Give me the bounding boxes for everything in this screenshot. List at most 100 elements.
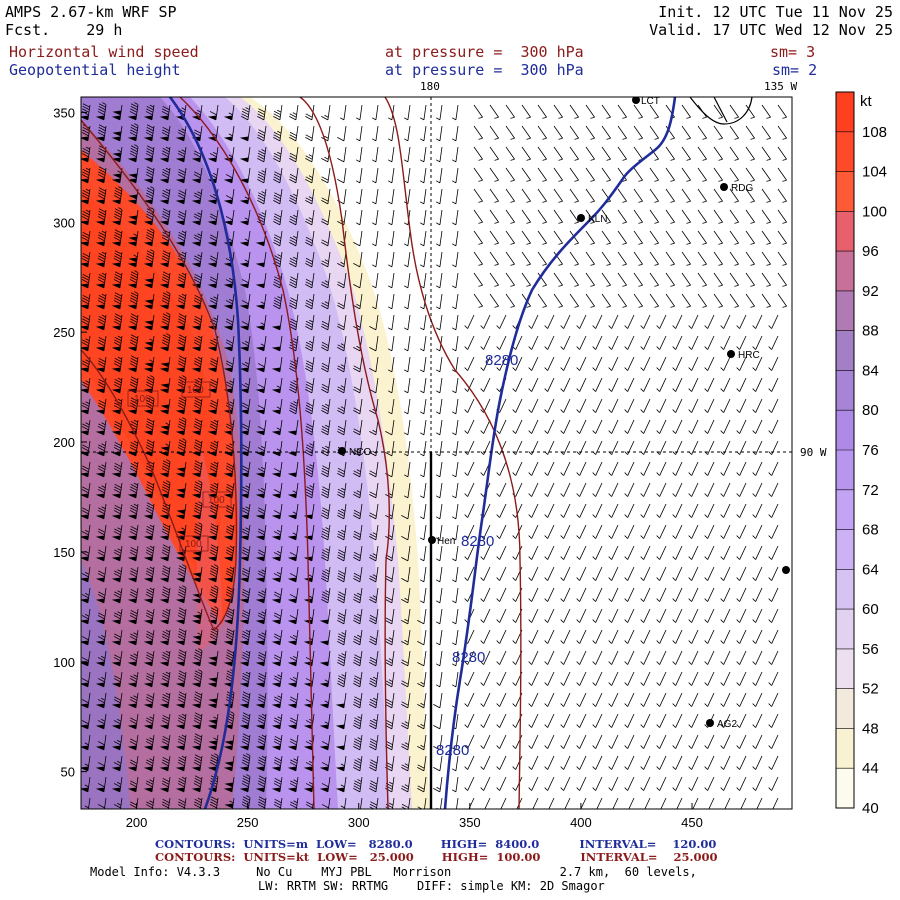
wind-barb [223, 797, 235, 809]
wind-barb [697, 209, 707, 224]
wind-barb [544, 461, 555, 476]
wind-barb [435, 125, 443, 142]
wind-barb [143, 439, 155, 457]
wind-barb [175, 438, 187, 457]
wind-barb [419, 167, 427, 184]
wind-barb [544, 356, 555, 371]
wind-barb [585, 251, 595, 266]
wind-barb [768, 461, 779, 476]
wind-barb [640, 356, 651, 371]
wind-barb [768, 755, 779, 770]
wind-barb [713, 146, 723, 161]
wind-barb [585, 146, 595, 161]
wind-barb [537, 146, 547, 161]
wind-barb [736, 377, 747, 392]
field-wind-smoothing: sm= 3 [770, 43, 816, 61]
wind-barb [720, 587, 731, 602]
wind-barb [223, 755, 235, 772]
wind-barb [387, 167, 395, 184]
wind-barb [369, 587, 379, 604]
coastline-fragment [713, 97, 728, 123]
wind-barb [111, 566, 123, 583]
wind-barb [451, 461, 459, 478]
wind-barb [624, 734, 635, 749]
wind-barb [353, 440, 363, 457]
model-title: AMPS 2.67-km WRF SP [5, 3, 177, 21]
wind-barb [271, 608, 283, 625]
wind-barb [592, 398, 603, 413]
wind-barb [435, 419, 443, 436]
wind-barb [736, 335, 747, 350]
wind-barb [417, 692, 427, 709]
wind-barb [624, 419, 635, 434]
wind-barb [624, 713, 635, 728]
wind-barb [624, 776, 635, 791]
wind-barb [337, 356, 347, 373]
wind-barb [417, 650, 427, 667]
wind-barb [624, 482, 635, 497]
wind-barb [697, 272, 707, 287]
wind-barb [435, 356, 443, 373]
footer-model-info: Model Info: V4.3.3 No Cu MYJ PBL Morriso… [90, 865, 697, 879]
wind-barb [537, 209, 547, 224]
station-label-lct: LCT [641, 96, 660, 107]
wind-barb [752, 356, 763, 371]
wind-barb [305, 356, 315, 373]
wind-barb [127, 291, 139, 310]
wind-barb [480, 566, 491, 581]
wind-barb [223, 503, 235, 520]
wind-barb [720, 461, 731, 476]
wind-barb [656, 482, 667, 497]
wind-barb [560, 398, 571, 413]
wind-barb [419, 440, 427, 457]
wind-barb [777, 146, 787, 161]
wind-barb [127, 566, 139, 583]
wind-barb [720, 524, 731, 539]
wind-barb [496, 797, 507, 809]
wind-barb [435, 650, 443, 667]
wind-barb [697, 125, 707, 140]
wind-barb [127, 313, 139, 331]
wind-barb [143, 650, 155, 667]
wind-barb [271, 713, 283, 730]
wind-barb [777, 272, 787, 287]
wind-barb [255, 650, 267, 667]
wind-barb [143, 145, 155, 163]
wind-barb [768, 797, 779, 809]
wind-barb [521, 251, 531, 266]
wind-barb [752, 776, 763, 791]
height-label-2: 8280 [461, 533, 494, 550]
wind-barb [111, 104, 123, 121]
wind-barb [321, 482, 331, 499]
wind-barb [560, 692, 571, 707]
wind-barb [544, 545, 555, 560]
wind-barb [273, 146, 283, 163]
wind-barb [369, 440, 379, 457]
wind-barb [159, 586, 171, 604]
wind-barb [303, 545, 315, 562]
wind-barb [608, 377, 619, 392]
wind-barb [569, 104, 579, 119]
wind-barb [720, 713, 731, 728]
wind-barb [419, 587, 427, 604]
wind-barb [287, 545, 299, 562]
colorbar-level-label: 48 [862, 720, 879, 737]
wind-barb [464, 503, 475, 518]
wind-barb [451, 755, 459, 772]
wind-barb [387, 230, 395, 247]
wind-barb [159, 650, 171, 667]
wind-barb [159, 356, 171, 373]
wind-barb [464, 797, 475, 809]
wind-barb [271, 398, 283, 415]
wind-barb [419, 251, 427, 268]
wind-barb [239, 608, 251, 625]
wind-barb [271, 671, 283, 688]
wind-barb [672, 356, 683, 371]
wind-barb [191, 691, 203, 709]
wind-barb [768, 692, 779, 707]
wind-barb [127, 397, 139, 415]
wind-barb [688, 461, 699, 476]
wind-barb [287, 776, 299, 793]
station-label-hen: Hen [437, 536, 455, 547]
wind-barb [127, 376, 139, 394]
